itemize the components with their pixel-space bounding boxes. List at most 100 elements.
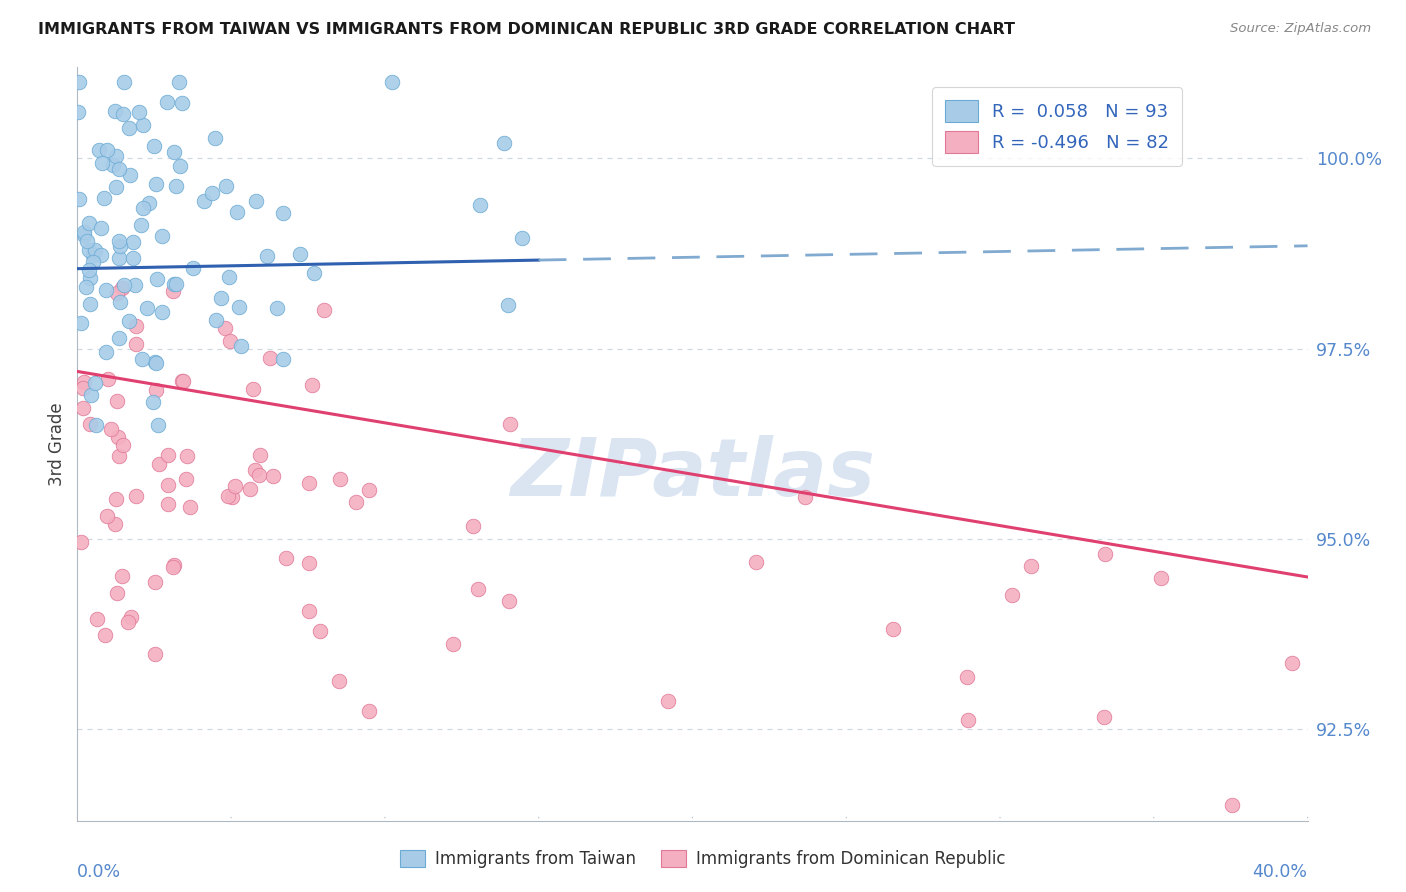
Point [129, 218, 152, 232]
Point [108, 239, 131, 253]
Point [105, 149, 128, 163]
Point [90, 220, 112, 235]
Point [90, 248, 112, 262]
Point [259, 351, 281, 366]
Point [221, 490, 243, 504]
Point [117, 615, 139, 629]
Point [510, 231, 533, 245]
Point [124, 319, 146, 334]
Point [157, 497, 180, 511]
Point [218, 269, 240, 284]
Point [1092, 710, 1115, 724]
Point [381, 75, 404, 89]
Point [745, 555, 768, 569]
Point [209, 291, 232, 305]
Point [245, 194, 267, 208]
Point [193, 194, 215, 209]
Point [174, 472, 197, 486]
Point [145, 384, 167, 398]
Point [162, 559, 184, 574]
Text: 40.0%: 40.0% [1253, 863, 1308, 880]
Point [242, 382, 264, 396]
Point [328, 472, 350, 486]
Point [215, 179, 238, 194]
Point [112, 437, 135, 451]
Point [84, 417, 107, 432]
Point [1220, 798, 1243, 813]
Point [124, 278, 146, 293]
Point [120, 609, 142, 624]
Point [463, 518, 485, 533]
Point [108, 161, 131, 176]
Point [73, 375, 96, 389]
Point [225, 205, 247, 219]
Point [72, 401, 94, 415]
Point [105, 393, 128, 408]
Point [67, 193, 90, 207]
Point [146, 271, 169, 285]
Legend: R =  0.058   N = 93, R = -0.496   N = 82: R = 0.058 N = 93, R = -0.496 N = 82 [932, 87, 1181, 166]
Text: ZIPatlas: ZIPatlas [510, 435, 875, 513]
Point [794, 490, 817, 504]
Point [1094, 547, 1116, 561]
Point [69, 316, 91, 330]
Point [122, 251, 145, 265]
Point [169, 160, 191, 174]
Point [108, 251, 131, 265]
Point [79, 216, 101, 230]
Point [132, 118, 155, 132]
Point [84, 376, 107, 391]
Point [302, 266, 325, 280]
Point [145, 177, 167, 191]
Point [359, 704, 381, 718]
Point [183, 260, 205, 275]
Point [162, 284, 184, 298]
Point [101, 158, 124, 172]
Point [150, 229, 173, 244]
Point [498, 594, 520, 608]
Point [131, 352, 153, 367]
Point [96, 283, 118, 297]
Point [262, 469, 284, 483]
Point [96, 509, 118, 524]
Point [82, 248, 104, 262]
Point [172, 375, 194, 389]
Point [97, 372, 120, 386]
Point [72, 381, 94, 395]
Point [467, 582, 489, 597]
Legend: Immigrants from Taiwan, Immigrants from Dominican Republic: Immigrants from Taiwan, Immigrants from … [394, 843, 1012, 875]
Point [274, 551, 297, 566]
Point [179, 500, 201, 514]
Point [138, 196, 160, 211]
Point [249, 448, 271, 462]
Point [165, 277, 187, 292]
Point [104, 103, 127, 118]
Point [468, 198, 491, 212]
Point [108, 234, 131, 248]
Point [94, 628, 117, 642]
Point [308, 624, 330, 639]
Point [243, 463, 266, 477]
Point [111, 281, 134, 295]
Point [162, 277, 184, 292]
Point [131, 201, 153, 215]
Point [328, 674, 350, 689]
Point [271, 206, 294, 220]
Point [956, 670, 979, 684]
Point [256, 250, 278, 264]
Point [157, 448, 180, 462]
Point [89, 144, 111, 158]
Point [112, 278, 135, 293]
Point [498, 298, 520, 312]
Point [312, 303, 335, 318]
Point [441, 637, 464, 651]
Point [228, 301, 250, 315]
Point [73, 228, 96, 243]
Point [172, 96, 194, 111]
Point [77, 263, 100, 277]
Point [105, 491, 128, 506]
Point [143, 647, 166, 661]
Point [229, 339, 252, 353]
Point [301, 378, 323, 392]
Point [86, 612, 108, 626]
